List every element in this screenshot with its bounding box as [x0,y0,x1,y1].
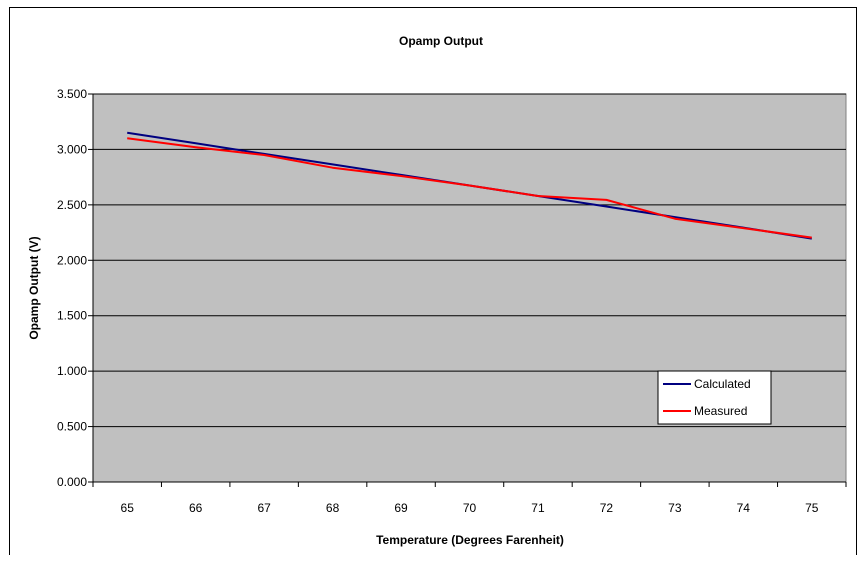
legend-label-calculated: Calculated [694,377,751,391]
y-tick-label: 1.000 [57,364,87,378]
x-tick-label: 66 [189,501,203,515]
x-tick-label: 65 [121,501,135,515]
x-tick-label: 74 [737,501,751,515]
x-tick-label: 71 [531,501,545,515]
x-tick-label: 72 [600,501,614,515]
y-tick-label: 1.500 [57,309,87,323]
x-tick-label: 69 [394,501,408,515]
x-tick-label: 68 [326,501,340,515]
legend-label-measured: Measured [694,404,747,418]
x-axis-title: Temperature (Degrees Farenheit) [376,533,564,547]
legend: Calculated Measured [657,370,772,425]
y-tick-label: 2.500 [57,198,87,212]
y-tick-label: 0.000 [57,475,87,489]
y-axis-title: Opamp Output (V) [27,236,41,339]
legend-box [657,370,772,425]
x-tick-label: 73 [668,501,682,515]
x-tick-label: 67 [257,501,271,515]
y-tick-label: 2.000 [57,253,87,267]
x-tick-label: 70 [463,501,477,515]
y-tick-label: 0.500 [57,420,87,434]
y-tick-label: 3.500 [57,87,87,101]
chart-title: Opamp Output [399,34,483,48]
series-line-measured [127,137,812,239]
y-tick-label: 3.000 [57,142,87,156]
x-tick-label: 75 [805,501,819,515]
